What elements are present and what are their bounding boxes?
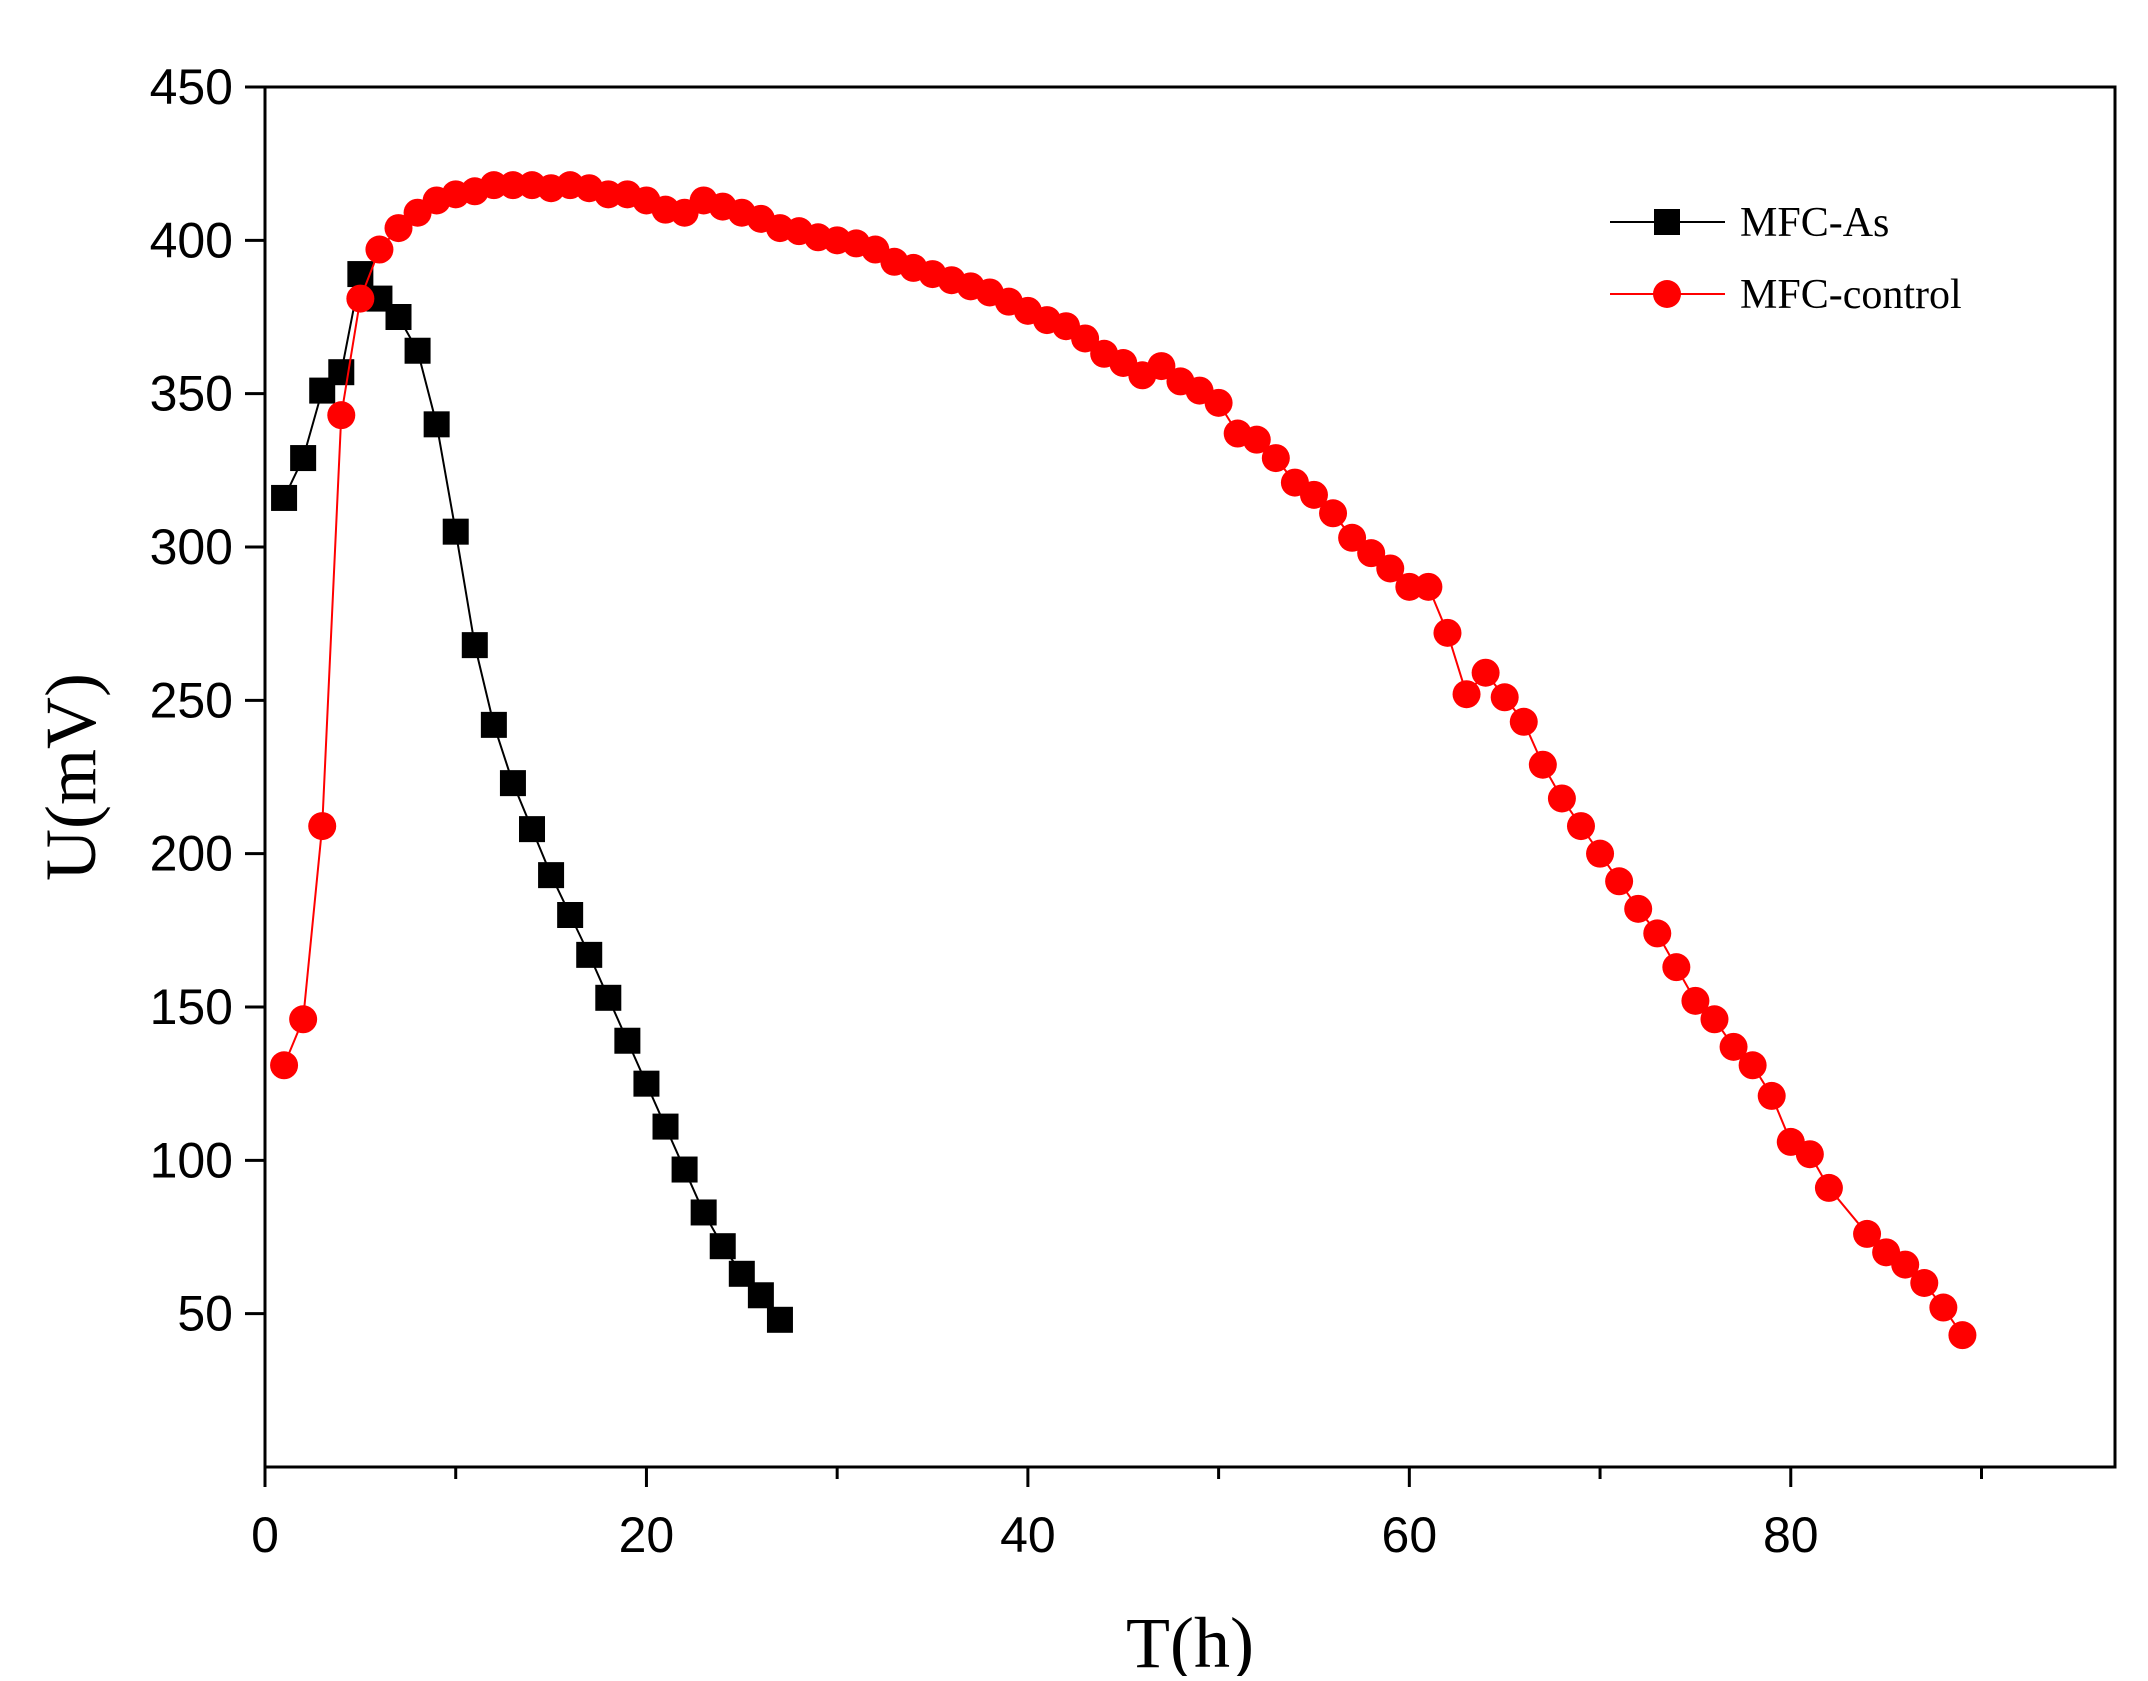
data-point-mfc-control (1891, 1250, 1920, 1279)
data-point-mfc-control (1261, 444, 1290, 473)
x-axis-label: T(h) (1126, 1603, 1254, 1676)
legend-marker-mfc-as (1654, 209, 1680, 235)
x-tick-label: 40 (1000, 1507, 1056, 1563)
data-point-mfc-control (1719, 1032, 1748, 1061)
data-point-mfc-as (499, 770, 526, 797)
data-point-mfc-as (671, 1156, 698, 1183)
legend-marker-mfc-control (1653, 280, 1681, 308)
y-tick-label: 450 (150, 59, 233, 115)
data-point-mfc-control (1662, 953, 1691, 982)
data-point-mfc-as (747, 1282, 774, 1309)
y-tick-label: 250 (150, 672, 233, 728)
data-point-mfc-control (346, 284, 375, 313)
data-point-mfc-control (1586, 839, 1615, 868)
data-point-mfc-control (1319, 499, 1348, 528)
data-point-mfc-as (595, 984, 622, 1011)
data-point-mfc-control (1643, 919, 1672, 948)
data-point-mfc-as (633, 1070, 660, 1097)
data-point-mfc-as (690, 1199, 717, 1226)
data-point-mfc-as (442, 518, 469, 545)
data-point-mfc-control (1910, 1269, 1939, 1297)
legend-label-mfc-as: MFC-As (1740, 200, 1889, 246)
data-point-mfc-control (1948, 1321, 1977, 1350)
y-tick-label: 150 (150, 979, 233, 1035)
data-point-mfc-as (557, 902, 584, 928)
data-point-mfc-as (480, 711, 507, 738)
data-point-mfc-control (289, 1005, 318, 1034)
data-point-mfc-as (614, 1027, 641, 1054)
data-point-mfc-as (709, 1233, 736, 1260)
data-point-mfc-as (290, 445, 317, 472)
y-tick-label: 300 (150, 519, 233, 575)
y-tick-label: 100 (150, 1132, 233, 1188)
data-point-mfc-as (404, 337, 431, 364)
data-point-mfc-control (327, 401, 356, 430)
data-point-mfc-as (423, 411, 450, 438)
data-point-mfc-control (1853, 1219, 1882, 1248)
data-point-mfc-control (1452, 680, 1481, 709)
data-point-mfc-control (1204, 388, 1233, 417)
data-point-mfc-control (1071, 324, 1100, 353)
x-tick-label: 0 (251, 1507, 279, 1563)
data-point-mfc-control (1147, 352, 1176, 381)
data-point-mfc-control (1624, 894, 1653, 923)
data-point-mfc-control (1490, 683, 1519, 712)
data-point-mfc-as (461, 632, 488, 659)
data-point-mfc-control (1509, 707, 1538, 736)
data-point-mfc-control (1338, 523, 1367, 552)
data-point-mfc-as (576, 941, 603, 968)
data-point-mfc-control (1700, 1005, 1729, 1034)
data-point-mfc-control (1814, 1173, 1843, 1202)
data-point-mfc-control (1376, 554, 1405, 583)
y-tick-label: 350 (150, 366, 233, 422)
data-point-mfc-control (270, 1051, 299, 1080)
data-point-mfc-control (1929, 1293, 1958, 1322)
data-point-mfc-control (1757, 1081, 1786, 1110)
data-point-mfc-as (652, 1113, 679, 1140)
x-tick-label: 20 (619, 1507, 675, 1563)
data-point-mfc-as (271, 484, 298, 511)
data-point-mfc-control (365, 235, 394, 264)
data-point-mfc-control (1357, 539, 1386, 568)
data-point-mfc-control (308, 812, 337, 841)
data-point-mfc-control (1528, 750, 1557, 779)
y-tick-label: 200 (150, 826, 233, 882)
data-point-mfc-control (384, 214, 413, 243)
data-point-mfc-as (519, 816, 546, 843)
data-point-mfc-as (385, 304, 412, 330)
data-point-mfc-control (1414, 572, 1443, 601)
data-point-mfc-control (1547, 784, 1576, 813)
data-point-mfc-control (1433, 618, 1462, 647)
y-tick-label: 400 (150, 212, 233, 268)
legend-label-mfc-control: MFC-control (1740, 272, 1962, 318)
data-point-mfc-control (1299, 480, 1328, 509)
x-tick-label: 80 (1763, 1507, 1819, 1563)
plot-frame (263, 85, 2117, 1469)
series-line-mfc-as (283, 271, 781, 1321)
y-axis-label: U(mV) (31, 673, 111, 881)
data-point-mfc-control (1738, 1051, 1767, 1080)
data-point-mfc-control (1681, 986, 1710, 1015)
data-point-mfc-control (1605, 867, 1634, 896)
data-point-mfc-control (1566, 812, 1595, 841)
data-point-mfc-control (1471, 658, 1500, 687)
data-point-mfc-as (766, 1306, 793, 1333)
data-point-mfc-control (1795, 1140, 1824, 1169)
data-point-mfc-control (1242, 425, 1271, 454)
x-tick-label: 60 (1382, 1507, 1438, 1563)
data-point-mfc-as (538, 862, 565, 889)
y-tick-label: 50 (177, 1286, 233, 1342)
